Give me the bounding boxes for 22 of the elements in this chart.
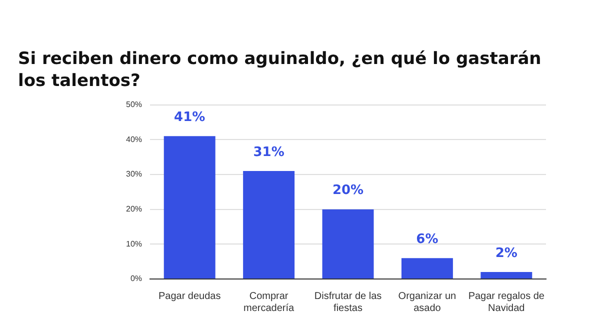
data-label: 41% xyxy=(174,110,206,126)
bar xyxy=(480,272,532,278)
data-label: 2% xyxy=(495,246,518,261)
data-label: 20% xyxy=(332,183,364,198)
y-tick-label: 50% xyxy=(126,100,142,110)
bar xyxy=(322,209,374,278)
y-tick-label: 0% xyxy=(130,274,142,284)
x-tick-label: Organizar un asado xyxy=(398,290,456,314)
x-tick-label: Disfrutar de las fiestas xyxy=(314,290,382,314)
bar xyxy=(243,170,295,278)
x-tick-label: Pagar regalos de Navidad xyxy=(468,290,545,314)
data-label: 31% xyxy=(253,144,284,160)
bar xyxy=(164,136,216,278)
bar xyxy=(401,258,453,278)
y-tick-label: 20% xyxy=(126,204,142,214)
y-tick-label: 10% xyxy=(126,239,142,248)
y-tick-label: 30% xyxy=(126,170,142,179)
x-tick-label: Comprar mercadería xyxy=(244,290,295,314)
y-tick-label: 40% xyxy=(126,134,142,144)
chart-title: Si reciben dinero como aguinaldo, ¿en qué lo gastarán los talentos? xyxy=(18,48,542,92)
data-label: 6% xyxy=(416,232,438,247)
x-tick-label: Pagar deudas xyxy=(158,290,221,302)
